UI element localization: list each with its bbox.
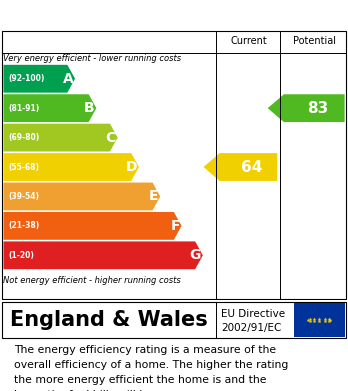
- Polygon shape: [3, 65, 75, 93]
- Text: B: B: [84, 101, 95, 115]
- Polygon shape: [3, 241, 203, 269]
- Text: Current: Current: [230, 36, 267, 47]
- Text: (21-38): (21-38): [9, 221, 40, 230]
- Text: (81-91): (81-91): [9, 104, 40, 113]
- Polygon shape: [3, 153, 139, 181]
- Polygon shape: [3, 212, 182, 240]
- Text: Very energy efficient - lower running costs: Very energy efficient - lower running co…: [3, 54, 182, 63]
- Text: (92-100): (92-100): [9, 74, 45, 83]
- Text: The energy efficiency rating is a measure of the
overall efficiency of a home. T: The energy efficiency rating is a measur…: [14, 345, 288, 391]
- Text: G: G: [190, 248, 201, 262]
- Text: (69-80): (69-80): [9, 133, 40, 142]
- Text: 83: 83: [307, 100, 329, 116]
- Polygon shape: [268, 94, 345, 122]
- Text: (39-54): (39-54): [9, 192, 40, 201]
- Text: E: E: [149, 190, 158, 203]
- Text: EU Directive: EU Directive: [221, 309, 285, 319]
- Polygon shape: [3, 124, 118, 151]
- Text: Potential: Potential: [293, 36, 336, 47]
- Text: 64: 64: [241, 160, 263, 174]
- Text: England & Wales: England & Wales: [10, 310, 208, 330]
- Polygon shape: [3, 94, 96, 122]
- Text: (55-68): (55-68): [9, 163, 40, 172]
- Text: C: C: [106, 131, 116, 145]
- Text: (1-20): (1-20): [9, 251, 34, 260]
- Polygon shape: [3, 183, 160, 210]
- Text: Not energy efficient - higher running costs: Not energy efficient - higher running co…: [3, 276, 181, 285]
- Text: 2002/91/EC: 2002/91/EC: [221, 323, 281, 333]
- Polygon shape: [204, 153, 277, 181]
- Text: D: D: [126, 160, 137, 174]
- Text: Energy Efficiency Rating: Energy Efficiency Rating: [10, 6, 239, 24]
- Text: F: F: [170, 219, 180, 233]
- Text: A: A: [63, 72, 73, 86]
- Bar: [294, 303, 345, 337]
